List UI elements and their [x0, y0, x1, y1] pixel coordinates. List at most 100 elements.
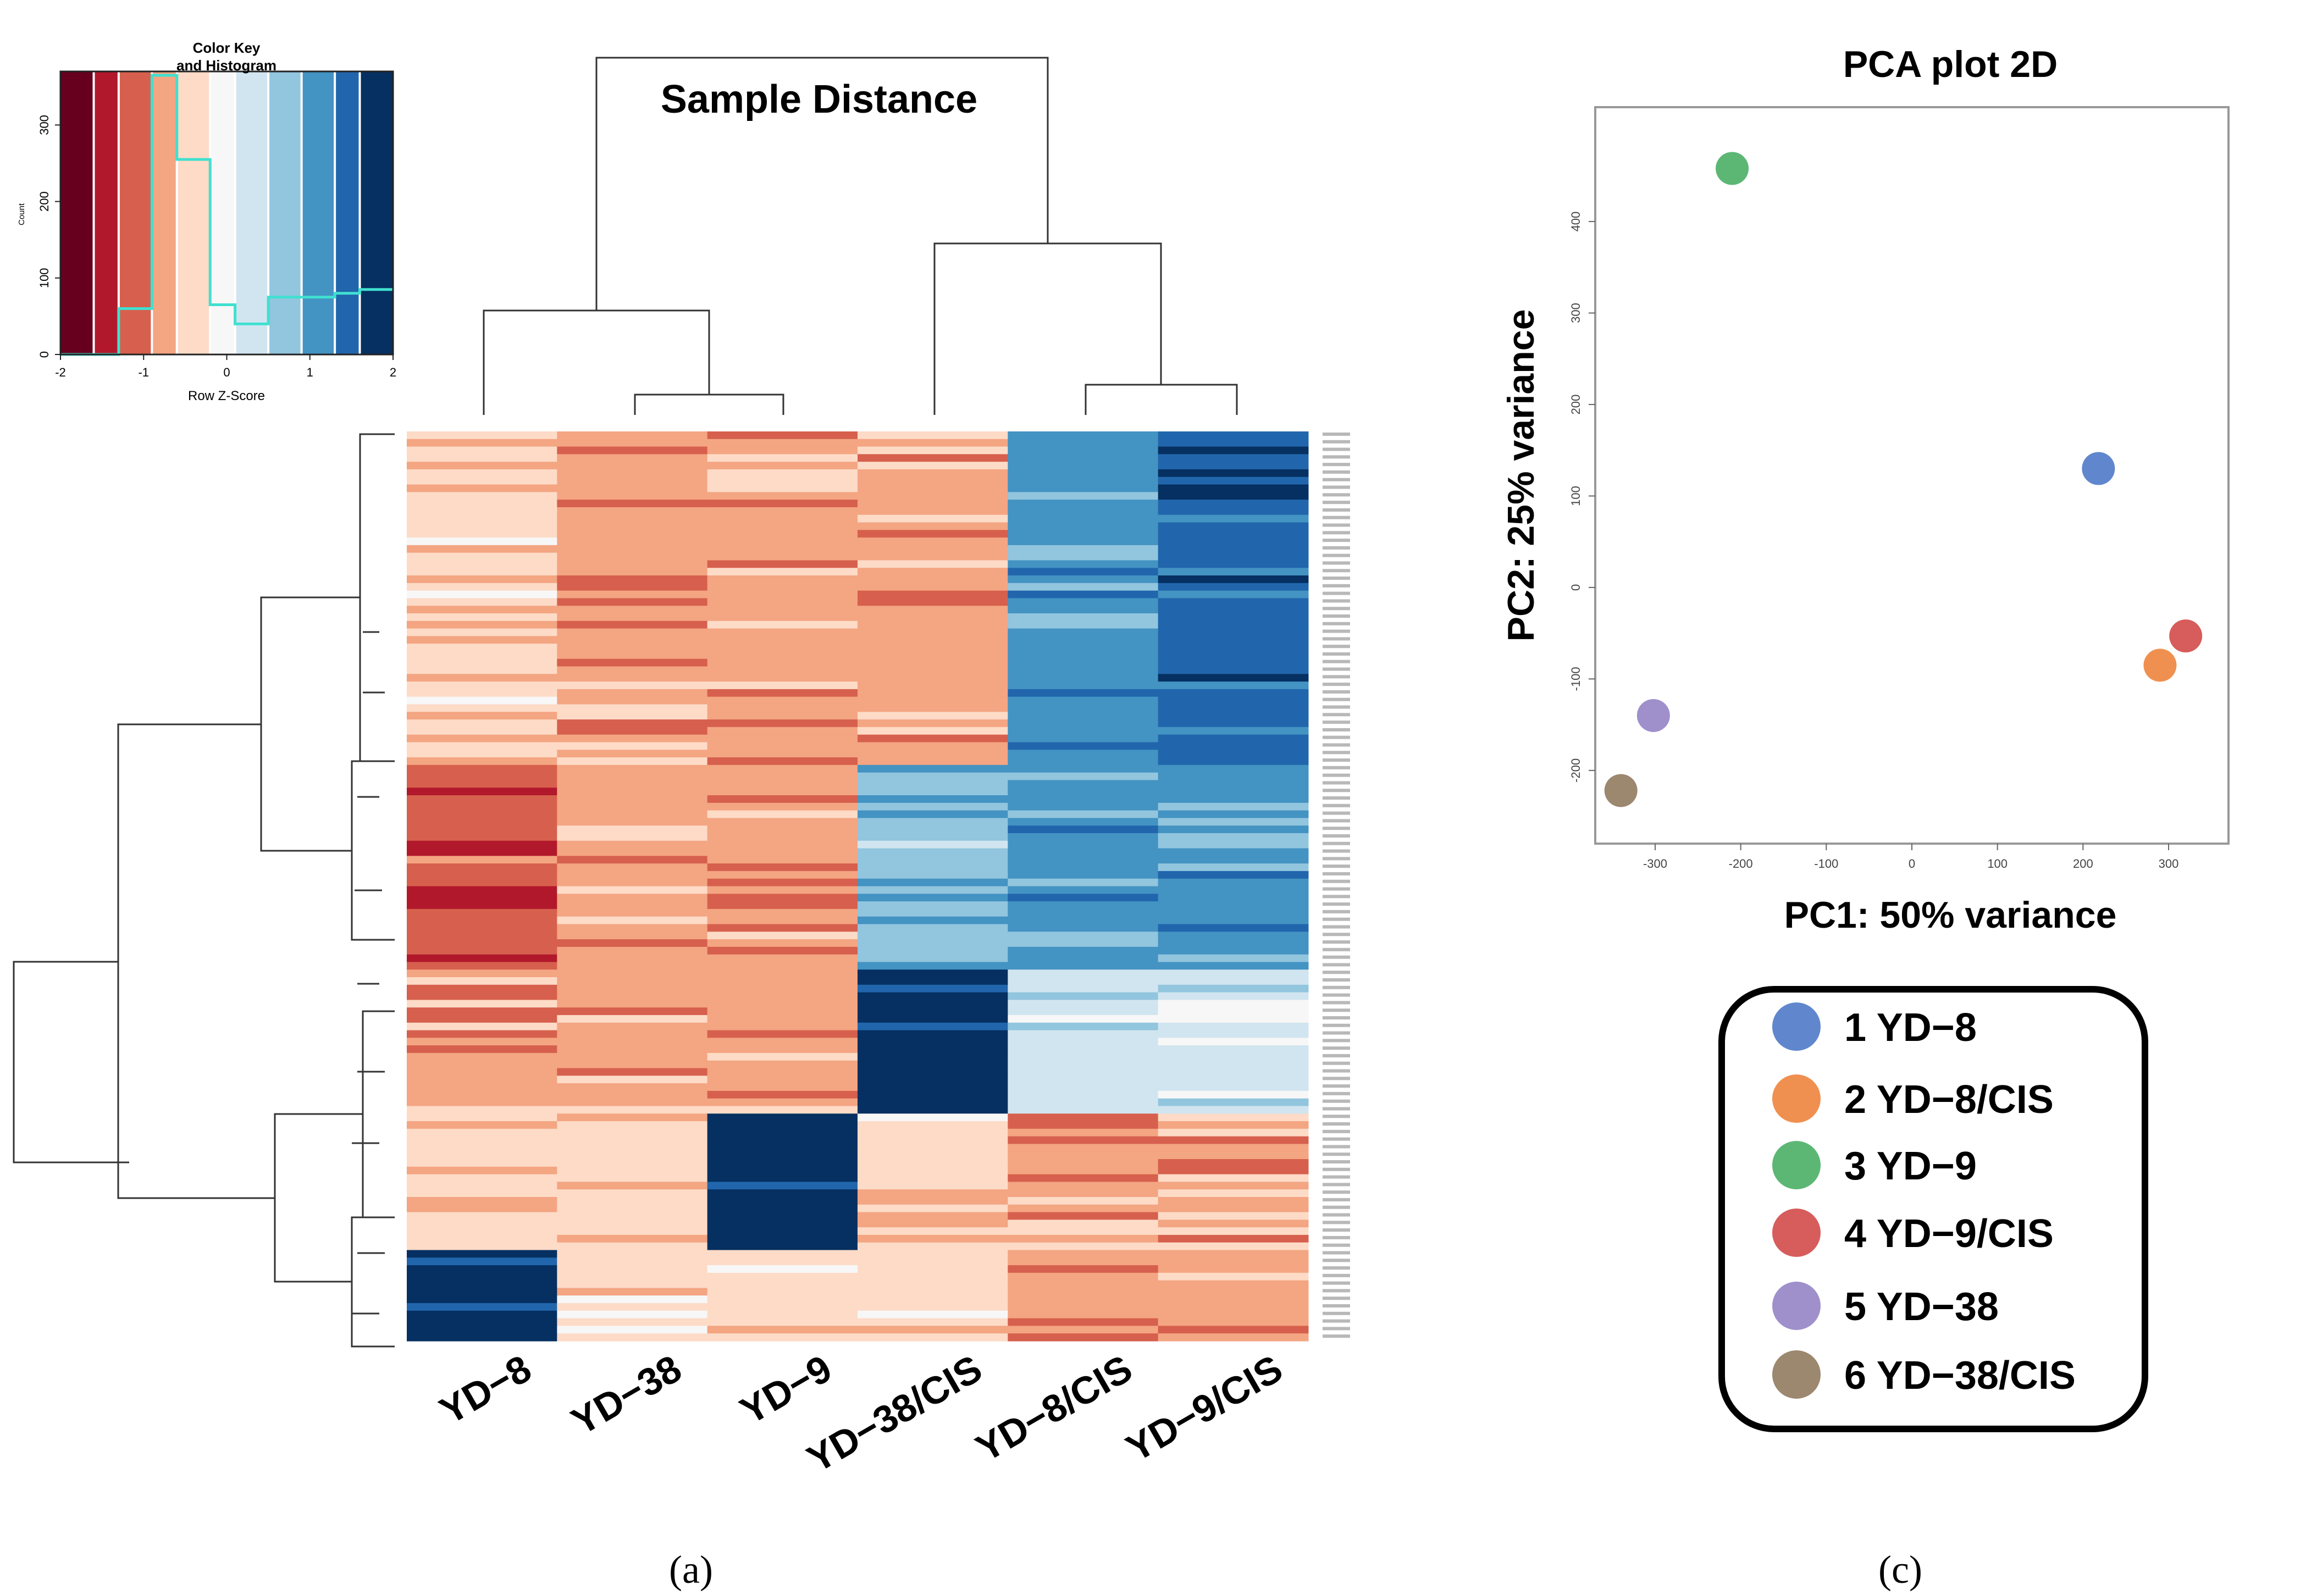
- heatmap-cell-r37-c1: [557, 712, 708, 720]
- heatmap-cell-r54-c2: [707, 840, 858, 849]
- heatmap-cell-r71-c0: [407, 969, 557, 978]
- heatmap-cell-r96-c3: [858, 1159, 1008, 1167]
- heatmap-cell-r111-c1: [557, 1272, 708, 1281]
- heatmap-cell-r24-c1: [557, 613, 708, 622]
- pca-point-3: [1716, 152, 1749, 185]
- pca-legend-label-5: 5 YD−38: [1844, 1285, 1999, 1329]
- heatmap-cell-r12-c4: [1008, 522, 1159, 530]
- heatmap-cell-r80-c0: [407, 1038, 557, 1046]
- pca-legend: 1 YD−8 2 YD−8/CIS 3 YD−9 4 YD−9/CIS 5 YD−38 6…: [1718, 986, 2148, 1432]
- heatmap-cell-r48-c1: [557, 795, 708, 803]
- heatmap-cell-r67-c2: [707, 939, 858, 947]
- heatmap-cell-r76-c0: [407, 1007, 557, 1016]
- heatmap-cell-r4-c1: [557, 462, 708, 470]
- heatmap-cell-r35-c0: [407, 696, 557, 705]
- heatmap-cell-r67-c5: [1158, 939, 1309, 947]
- heatmap-row-label-14: [1323, 539, 1350, 542]
- heatmap-cell-r18-c5: [1158, 568, 1309, 576]
- heatmap-row-label-118: [1323, 1327, 1350, 1331]
- heatmap-cell-r73-c1: [557, 984, 708, 993]
- col-dendro-link-yd38cis: [933, 242, 1162, 415]
- color-key-ytick-label-1: 100: [37, 268, 51, 288]
- pca-ytick-label-1: -100: [1569, 667, 1583, 691]
- heatmap-cell-r54-c3: [858, 840, 1008, 849]
- heatmap-cell-r42-c1: [557, 750, 708, 758]
- heatmap-cell-r118-c3: [858, 1326, 1008, 1334]
- heatmap-cell-r114-c3: [858, 1295, 1008, 1304]
- heatmap-cell-r22-c2: [707, 598, 858, 606]
- heatmap-cell-r89-c3: [858, 1106, 1008, 1114]
- heatmap-cell-r81-c4: [1008, 1045, 1159, 1054]
- heatmap-cell-r96-c2: [707, 1159, 858, 1167]
- heatmap-cell-r81-c3: [858, 1045, 1008, 1054]
- row-dendro-minor-branches: [352, 631, 385, 1315]
- heatmap-cell-r87-c5: [1158, 1090, 1309, 1099]
- heatmap-cell-r2-c4: [1008, 446, 1159, 455]
- heatmap-cell-r53-c3: [858, 833, 1008, 841]
- heatmap-cell-r12-c3: [858, 522, 1008, 530]
- heatmap-cell-r25-c0: [407, 620, 557, 629]
- pca-legend-marker-2: [1772, 1074, 1821, 1123]
- heatmap-row-label-51: [1323, 819, 1350, 823]
- heatmap-cell-r76-c4: [1008, 1007, 1159, 1016]
- heatmap-cell-r91-c5: [1158, 1121, 1309, 1129]
- heatmap-cell-r62-c4: [1008, 901, 1159, 910]
- heatmap-cell-r14-c5: [1158, 537, 1309, 546]
- heatmap-cell-r86-c2: [707, 1083, 858, 1091]
- heatmap-cell-r116-c3: [858, 1310, 1008, 1319]
- heatmap-cell-r22-c3: [858, 598, 1008, 606]
- heatmap-cell-r88-c2: [707, 1098, 858, 1107]
- heatmap-cell-r80-c5: [1158, 1038, 1309, 1046]
- heatmap-cell-r88-c1: [557, 1098, 708, 1107]
- heatmap-cell-r10-c4: [1008, 507, 1159, 516]
- heatmap-cell-r116-c2: [707, 1310, 858, 1319]
- heatmap-cell-r48-c0: [407, 795, 557, 803]
- heatmap-row-label-62: [1323, 902, 1350, 906]
- pca-xtick-label-2: -100: [1814, 857, 1838, 871]
- heatmap-cell-r53-c5: [1158, 833, 1309, 841]
- heatmap-cell-r52-c1: [557, 825, 708, 834]
- heatmap-cell-r88-c4: [1008, 1098, 1159, 1107]
- heatmap-cell-r29-c1: [557, 651, 708, 660]
- heatmap-cell-r7-c3: [858, 484, 1008, 492]
- heatmap-cell-r30-c5: [1158, 658, 1309, 667]
- heatmap-cell-r64-c1: [557, 916, 708, 925]
- heatmap-cell-r9-c0: [407, 500, 557, 508]
- heatmap-cell-r46-c2: [707, 780, 858, 788]
- heatmap-row-label-101: [1323, 1198, 1350, 1201]
- heatmap-cell-r106-c2: [707, 1234, 858, 1243]
- heatmap-cell-r50-c1: [557, 810, 708, 818]
- heatmap-cell-r19-c1: [557, 575, 708, 584]
- heatmap-cell-r28-c4: [1008, 644, 1159, 652]
- col-dendro-root: [595, 57, 1049, 311]
- heatmap-cell-r79-c0: [407, 1030, 557, 1038]
- heatmap-cell-r80-c2: [707, 1038, 858, 1046]
- heatmap-cell-r10-c1: [557, 507, 708, 516]
- heatmap-cell-r91-c3: [858, 1121, 1008, 1129]
- heatmap-row-label-21: [1323, 591, 1350, 595]
- heatmap-cell-r119-c1: [557, 1333, 708, 1342]
- heatmap-cell-r20-c2: [707, 583, 858, 591]
- heatmap-cell-r44-c4: [1008, 764, 1159, 773]
- heatmap-cell-r109-c2: [707, 1257, 858, 1266]
- heatmap-cell-r25-c3: [858, 620, 1008, 629]
- heatmap-cell-r101-c4: [1008, 1196, 1159, 1205]
- heatmap-cell-r16-c3: [858, 552, 1008, 561]
- heatmap-row-label-69: [1323, 955, 1350, 959]
- heatmap-cell-r0-c1: [557, 431, 708, 440]
- heatmap-row-label-80: [1323, 1039, 1350, 1043]
- pca-ylabel: PC2: 25% variance: [1500, 309, 1542, 642]
- heatmap-cell-r86-c0: [407, 1083, 557, 1091]
- heatmap-cell-r20-c3: [858, 583, 1008, 591]
- color-key-title: Color Key: [193, 40, 261, 56]
- heatmap-cell-r10-c2: [707, 507, 858, 516]
- pca-point-2: [2143, 649, 2177, 682]
- heatmap-cell-r0-c5: [1158, 431, 1309, 440]
- heatmap-cell-r58-c3: [858, 871, 1008, 879]
- heatmap-row-label-16: [1323, 553, 1350, 557]
- heatmap-cell-r49-c3: [858, 802, 1008, 811]
- color-key-xlabel: Row Z-Score: [188, 389, 265, 403]
- heatmap-cell-r18-c2: [707, 568, 858, 576]
- heatmap-cell-r42-c4: [1008, 750, 1159, 758]
- heatmap-cell-r4-c0: [407, 462, 557, 470]
